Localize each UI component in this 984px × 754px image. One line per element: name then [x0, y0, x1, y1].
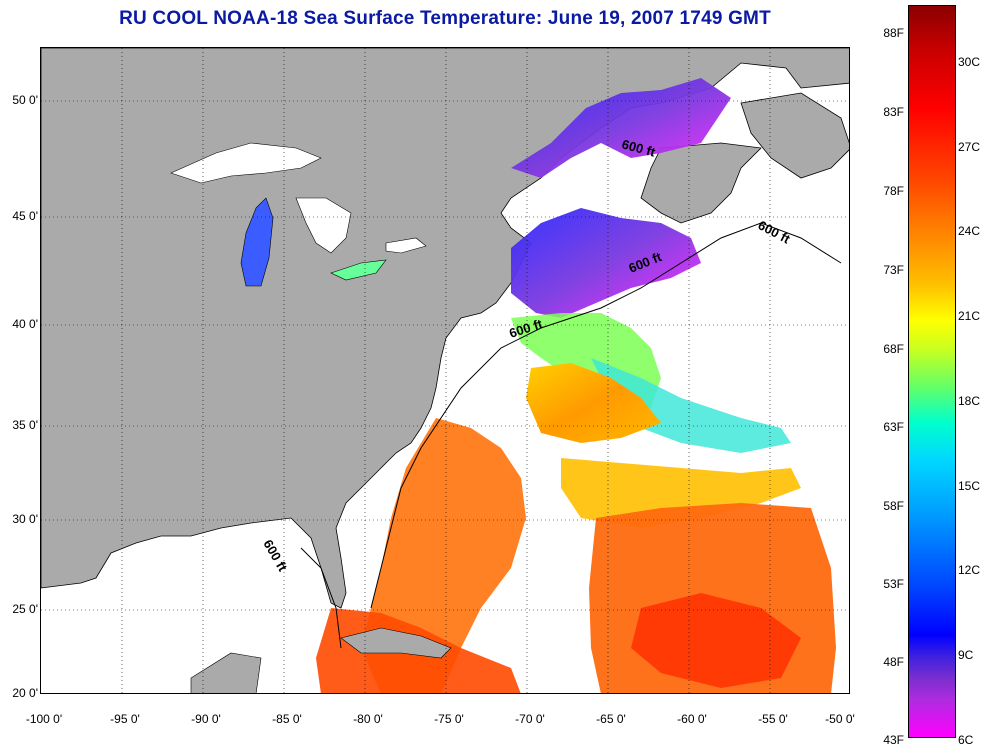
lon-label-95: -95 0'	[110, 712, 140, 726]
colorbar-c-15: 15C	[958, 479, 981, 493]
isobath-600ft	[300, 222, 842, 649]
colorbar-f-63: 63F	[883, 420, 904, 434]
lon-label-65: -65 0'	[596, 712, 626, 726]
sst-gulf-of-maine	[511, 208, 701, 318]
lat-label-40: 40 0'	[12, 317, 38, 331]
map-canvas: 600 ft 600 ft 600 ft 600 ft 600 ft	[41, 48, 849, 693]
lon-label-70: -70 0'	[515, 712, 545, 726]
colorbar-f-68: 68F	[883, 342, 904, 356]
colorbar-f-48: 48F	[883, 655, 904, 669]
lake-huron	[295, 197, 352, 254]
lat-label-30: 30 0'	[12, 512, 38, 526]
colorbar-f-58: 58F	[883, 499, 904, 513]
lon-label-85: -85 0'	[272, 712, 302, 726]
lon-label-100: -100 0'	[25, 712, 63, 726]
colorbar-c-9: 9C	[958, 648, 974, 662]
colorbar-c-30: 30C	[958, 55, 981, 69]
lon-label-60: -60 0'	[677, 712, 707, 726]
colorbar-c-24: 24C	[958, 224, 981, 238]
lon-label-90: -90 0'	[191, 712, 221, 726]
colorbar-f-83: 83F	[883, 105, 904, 119]
sst-st-lawrence	[511, 78, 731, 178]
land-newfoundland	[740, 92, 849, 179]
contour-label-5: 600 ft	[260, 537, 290, 574]
lake-michigan	[240, 197, 274, 287]
map-title: RU COOL NOAA-18 Sea Surface Temperature:…	[119, 8, 771, 29]
lake-superior	[170, 142, 322, 184]
colorbar-f-78: 78F	[883, 184, 904, 198]
lat-label-35: 35 0'	[12, 418, 38, 432]
lat-label-25: 25 0'	[12, 602, 38, 616]
lake-ontario	[385, 237, 427, 254]
land-cuba	[340, 627, 452, 659]
lon-label-75: -75 0'	[434, 712, 464, 726]
lon-label-50: -50 0'	[825, 712, 855, 726]
colorbar-c-27: 27C	[958, 140, 981, 154]
temperature-colorbar	[908, 5, 956, 738]
graticule	[41, 48, 849, 693]
land-maritimes	[640, 142, 762, 224]
colorbar-f-43: 43F	[883, 733, 904, 747]
contour-label-4: 600 ft	[756, 217, 794, 247]
lat-label-45: 45 0'	[12, 209, 38, 223]
lake-erie	[330, 259, 387, 281]
sst-warm-sargasso-north	[561, 458, 801, 528]
colorbar-f-53: 53F	[883, 577, 904, 591]
land-yucatan	[190, 652, 262, 693]
colorbar-c-18: 18C	[958, 394, 981, 408]
sst-cold-filament	[591, 358, 791, 453]
colorbar-f-88: 88F	[883, 26, 904, 40]
lon-label-55: -55 0'	[758, 712, 788, 726]
lat-label-20: 20 0'	[12, 686, 38, 700]
colorbar-f-73: 73F	[883, 263, 904, 277]
colorbar-c-21: 21C	[958, 309, 981, 323]
lon-label-80: -80 0'	[353, 712, 383, 726]
lat-label-50: 50 0'	[12, 93, 38, 107]
sst-map[interactable]: 600 ft 600 ft 600 ft 600 ft 600 ft	[40, 47, 850, 694]
colorbar-c-6: 6C	[958, 733, 974, 747]
sst-gulf-stream	[526, 363, 661, 443]
colorbar-c-12: 12C	[958, 563, 981, 577]
sst-hot-core	[631, 593, 801, 688]
